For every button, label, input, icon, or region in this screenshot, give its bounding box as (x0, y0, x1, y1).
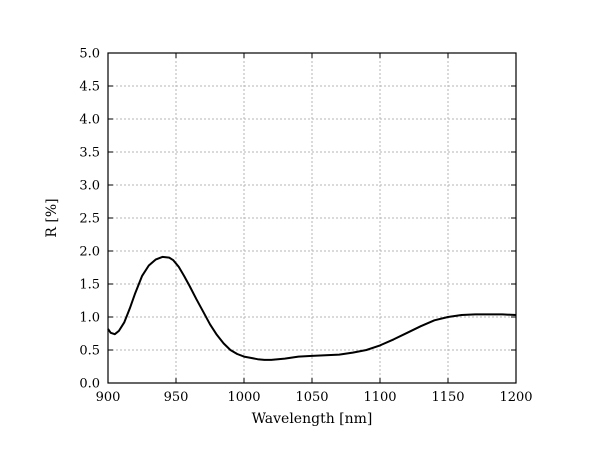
x-tick-label: 950 (164, 390, 189, 405)
y-tick-labels: 0.0 0.5 1.0 1.5 2.0 2.5 3.0 3.5 4.0 4.5 5.0 (79, 47, 100, 392)
y-tick-label: 5.0 (79, 47, 100, 62)
y-tick-label: 2.0 (79, 245, 100, 260)
x-tick-label: 1150 (431, 390, 464, 405)
y-tick-label: 3.5 (79, 146, 100, 161)
x-tick-labels: 900 950 1000 1050 1100 1150 1200 (96, 390, 533, 405)
x-tick-label: 1000 (227, 390, 260, 405)
x-tick-label: 1050 (295, 390, 328, 405)
reflectance-curve (107, 255, 517, 361)
plot-frame (107, 52, 517, 384)
y-tick-label: 1.5 (79, 278, 100, 293)
y-tick-label: 2.5 (79, 212, 100, 227)
x-tick-label: 1200 (499, 390, 532, 405)
series-group (107, 255, 517, 361)
x-axis-label: Wavelength [nm] (252, 411, 373, 427)
y-tick-label: 0.0 (79, 377, 100, 392)
y-tick-label: 4.5 (79, 80, 100, 95)
grid (108, 53, 516, 383)
x-tick-label: 1100 (363, 390, 396, 405)
y-axis-label: R [%] (44, 198, 60, 237)
y-tick-label: 4.0 (79, 113, 100, 128)
y-tick-label: 1.0 (79, 311, 100, 326)
x-tick-label: 900 (96, 390, 121, 405)
y-tick-label: 3.0 (79, 179, 100, 194)
y-tick-label: 0.5 (79, 344, 100, 359)
